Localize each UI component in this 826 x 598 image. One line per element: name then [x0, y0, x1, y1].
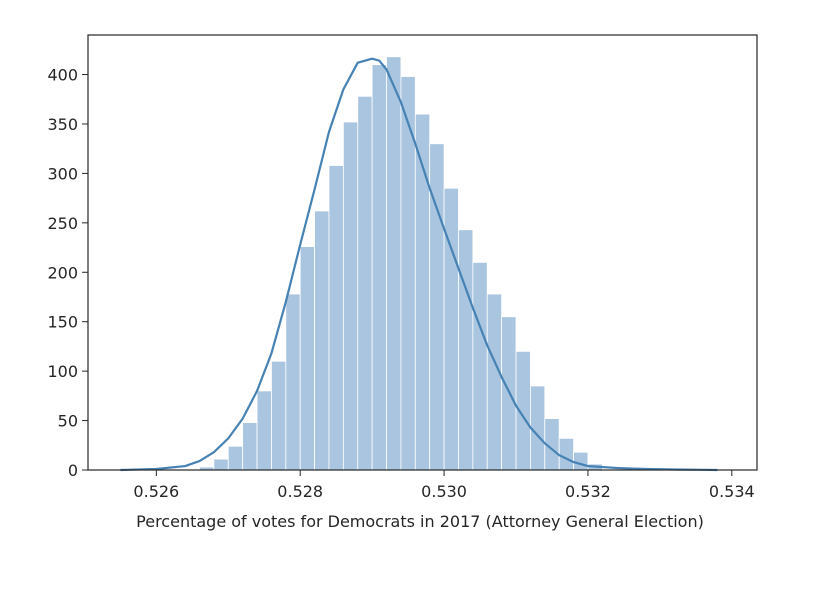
histogram-bar	[285, 293, 301, 471]
histogram-bar	[386, 56, 402, 471]
x-axis: 0.526 0.528 0.530 0.532 0.534	[133, 470, 755, 501]
y-tick-label: 250	[47, 214, 78, 233]
kde-curve	[120, 57, 718, 472]
histogram-bar	[371, 64, 387, 471]
histogram-bar	[227, 445, 244, 471]
x-tick-label: 0.530	[421, 482, 467, 501]
y-tick-label: 200	[47, 263, 78, 282]
plot-frame	[87, 34, 758, 471]
histogram-bar	[458, 229, 474, 471]
histogram-bar	[443, 187, 459, 471]
x-tick-label: 0.534	[709, 482, 755, 501]
y-tick-label: 0	[68, 461, 78, 480]
histogram-bar	[342, 121, 359, 471]
y-tick-label: 50	[58, 412, 78, 431]
histogram-bar	[472, 261, 488, 471]
histogram-bar	[328, 165, 344, 471]
histogram-bar	[573, 451, 589, 471]
histogram-bar	[357, 95, 373, 471]
histogram-bar	[256, 390, 272, 471]
histogram-bar	[299, 246, 315, 471]
y-tick-label: 300	[47, 164, 78, 183]
y-axis: 0 50 100 150 200 250 300 350 400	[47, 66, 88, 480]
histogram-bars	[199, 56, 603, 471]
x-tick-label: 0.526	[133, 482, 179, 501]
y-tick-label: 350	[47, 115, 78, 134]
histogram-bar	[242, 422, 258, 471]
histogram-bar	[314, 210, 330, 471]
histogram-bar	[558, 437, 574, 471]
y-tick-label: 150	[47, 313, 78, 332]
histogram-bar	[213, 458, 229, 471]
x-axis-label: Percentage of votes for Democrats in 201…	[136, 512, 704, 531]
histogram-bar	[530, 385, 546, 471]
histogram-bar	[271, 360, 287, 471]
x-tick-label: 0.528	[277, 482, 323, 501]
y-tick-label: 400	[47, 66, 78, 85]
x-tick-label: 0.532	[565, 482, 611, 501]
y-tick-label: 100	[47, 362, 78, 381]
histogram-bar	[486, 293, 503, 471]
